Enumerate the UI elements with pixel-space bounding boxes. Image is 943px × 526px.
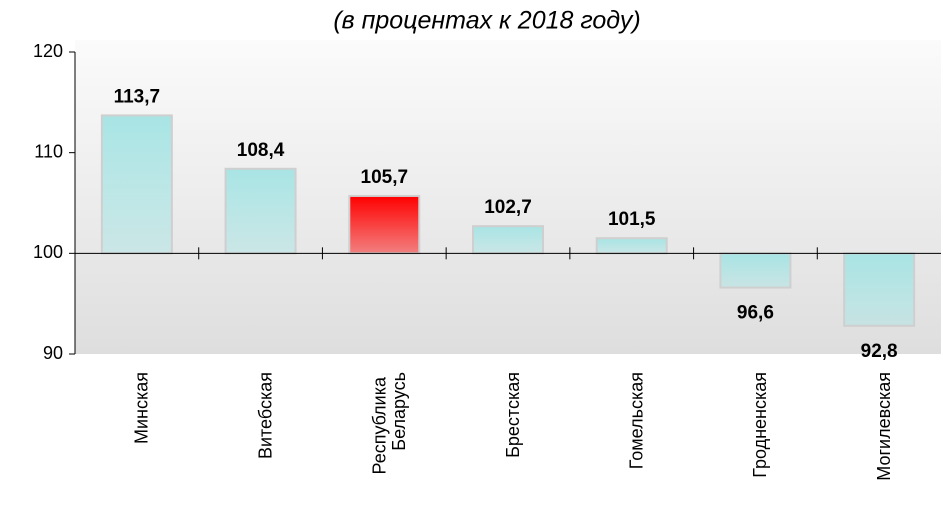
y-tick-label: 120: [33, 41, 63, 61]
value-label: 101,5: [608, 209, 656, 230]
x-tick-label: Гродненская: [750, 372, 770, 478]
bar: [719, 252, 792, 289]
value-label: 102,7: [484, 197, 532, 218]
x-tick-label: Минская: [132, 372, 152, 444]
x-tick-label: Могилевская: [874, 372, 894, 481]
bar: [100, 114, 173, 255]
value-label: 96,6: [737, 303, 774, 324]
bar: [348, 194, 421, 255]
value-label: 105,7: [361, 167, 409, 188]
value-label: 108,4: [237, 140, 285, 161]
x-tick-label: Брестская: [503, 372, 523, 458]
value-label: 113,7: [114, 86, 161, 107]
bar: [595, 237, 668, 255]
bar: [472, 225, 544, 255]
y-tick-label: 90: [43, 343, 63, 363]
y-tick-label: 100: [33, 242, 63, 262]
x-tick-label: Республика Беларусь: [369, 372, 409, 475]
bar: [843, 252, 916, 327]
chart-subtitle: (в процентах к 2018 году): [333, 7, 640, 35]
bar: [224, 167, 297, 255]
y-tick-label: 110: [34, 141, 63, 161]
x-tick-label: Гомельская: [626, 372, 646, 469]
plot-background: [75, 40, 941, 354]
x-tick-label: Витебская: [255, 372, 275, 459]
value-label: 92,8: [861, 341, 898, 362]
